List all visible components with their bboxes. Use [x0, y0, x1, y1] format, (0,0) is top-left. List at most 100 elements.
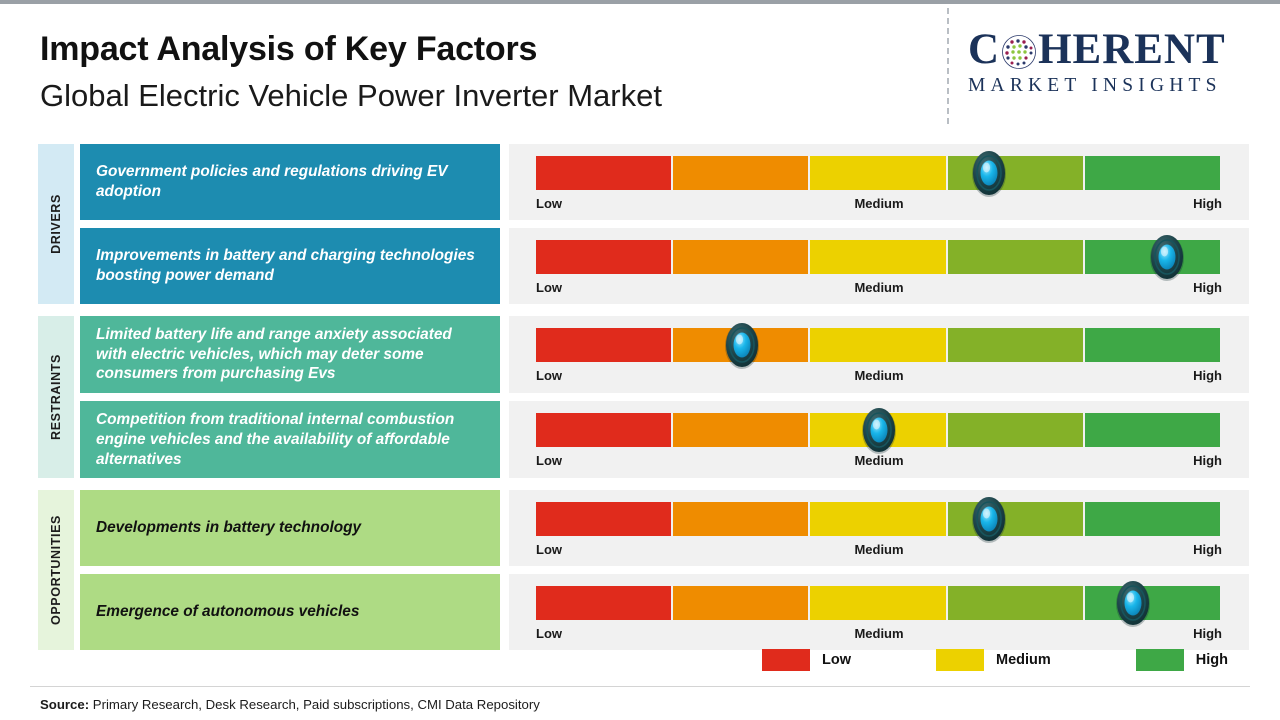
legend-swatch — [936, 649, 984, 671]
factor-label: Developments in battery technology — [96, 519, 362, 537]
footer-divider — [30, 686, 1250, 687]
source-label: Source: — [40, 697, 90, 712]
factor-row: Government policies and regulations driv… — [80, 144, 1249, 220]
logo-wordmark-rest: HERENT — [1038, 26, 1226, 73]
factor-row: Limited battery life and range anxiety a… — [80, 316, 1249, 394]
gauge-scale-labels: Low Medium High — [536, 620, 1222, 650]
gauge-segment — [810, 328, 946, 362]
gauge-segment — [810, 156, 946, 190]
gauge-tick-high: High — [1193, 280, 1222, 295]
factor-box: Improvements in battery and charging tec… — [80, 228, 500, 304]
gauge-segment — [673, 156, 809, 190]
globe-dot-grid-icon — [1001, 34, 1037, 70]
factor-label: Government policies and regulations driv… — [96, 163, 448, 200]
gauge-segment — [947, 328, 1083, 362]
gauge-tick-medium: Medium — [854, 280, 904, 295]
legend-swatch — [1135, 649, 1184, 671]
brand-logo: C — [968, 28, 1260, 97]
gauge-segment — [536, 502, 672, 537]
source-note: Source: Primary Research, Desk Research,… — [40, 697, 540, 712]
gauge-tick-medium: Medium — [854, 626, 904, 642]
gauge-segment — [1084, 240, 1221, 274]
legend-item: High — [1135, 649, 1228, 671]
gauge-tick-medium: Medium — [854, 453, 904, 469]
factor-label: Emergence of autonomous vehicles — [96, 603, 360, 621]
factor-label: Improvements in battery and charging tec… — [96, 247, 475, 284]
gauge-tick-low: Low — [536, 280, 562, 295]
gauge-tick-medium: Medium — [854, 196, 904, 211]
impact-matrix: Government policies and regulations driv… — [38, 144, 1249, 651]
legend-item: Medium — [936, 649, 1051, 671]
logo-tagline: MARKET INSIGHTS — [968, 75, 1222, 96]
gauge-bar — [536, 497, 1222, 544]
gauge-scale-labels: Low Medium High — [536, 274, 1222, 304]
gauge-segment — [536, 328, 672, 362]
legend: Low Medium High — [762, 649, 1228, 671]
legend-swatch — [762, 649, 810, 671]
impact-gauge: Low Medium High — [509, 490, 1249, 567]
gauge-tick-high: High — [1193, 196, 1222, 211]
factor-row-list: Limited battery life and range anxiety a… — [80, 316, 1249, 479]
gauge-bar — [536, 581, 1222, 628]
gauge-segment — [1084, 328, 1221, 362]
gauge-bar — [536, 151, 1222, 197]
gauge-tick-low: Low — [536, 196, 562, 211]
legend-label: Low — [822, 652, 851, 668]
gauge-tick-low: Low — [536, 453, 562, 469]
gauge-segment — [1084, 502, 1221, 537]
gauge-tick-low: Low — [536, 368, 562, 383]
factor-row: Emergence of autonomous vehicles Low Mediu… — [80, 574, 1249, 651]
legend-label: High — [1195, 652, 1228, 668]
factor-box: Limited battery life and range anxiety a… — [80, 316, 500, 394]
gauge-tick-high: High — [1193, 626, 1222, 642]
factor-group: Government policies and regulations driv… — [38, 144, 1249, 304]
gauge-segment — [536, 156, 672, 190]
gauge-segment — [810, 240, 946, 274]
factor-box: Developments in battery technology — [80, 490, 500, 567]
gauge-segment — [810, 586, 946, 621]
gauge-tick-low: Low — [536, 542, 562, 558]
factor-row: Competition from traditional internal co… — [80, 401, 1249, 479]
factor-group: Limited battery life and range anxiety a… — [38, 316, 1249, 479]
factor-row: Improvements in battery and charging tec… — [80, 228, 1249, 304]
gauge-bar — [536, 408, 1222, 455]
gauge-tick-medium: Medium — [854, 368, 904, 383]
legend-label: Medium — [996, 652, 1051, 668]
gauge-segment — [536, 240, 672, 274]
impact-gauge: Low Medium High — [509, 144, 1249, 220]
gauge-segment — [810, 502, 946, 537]
gauge-tick-low: Low — [536, 626, 562, 642]
source-text: Primary Research, Desk Research, Paid su… — [89, 697, 540, 712]
page-title: Impact Analysis of Key Factors — [40, 30, 538, 68]
factor-row: Developments in battery technology Low Med… — [80, 490, 1249, 567]
factor-box: Emergence of autonomous vehicles — [80, 574, 500, 651]
gauge-bar — [536, 235, 1222, 281]
page-subtitle: Global Electric Vehicle Power Inverter M… — [40, 78, 662, 114]
header: Impact Analysis of Key Factors Global El… — [40, 30, 920, 114]
factor-label: Competition from traditional internal co… — [96, 411, 455, 468]
gauge-segment — [947, 586, 1083, 621]
gauge-tick-high: High — [1193, 453, 1222, 469]
logo-wordmark: C — [968, 28, 1260, 71]
gauge-scale-labels: Low Medium High — [536, 536, 1222, 566]
gauge-tick-medium: Medium — [854, 542, 904, 558]
gauge-bar — [536, 323, 1222, 369]
gauge-segment — [947, 240, 1083, 274]
gauge-segment — [947, 413, 1083, 448]
gauge-segment — [673, 586, 809, 621]
factor-row-list: Government policies and regulations driv… — [80, 144, 1249, 304]
gauge-tick-high: High — [1193, 368, 1222, 383]
factor-box: Government policies and regulations driv… — [80, 144, 500, 220]
gauge-segment — [810, 413, 946, 448]
gauge-segment — [673, 413, 809, 448]
gauge-scale-labels: Low Medium High — [536, 447, 1222, 477]
category-tab-label: OPPORTUNITIES — [49, 515, 63, 626]
gauge-scale-labels: Low Medium High — [536, 362, 1222, 392]
header-dashed-divider — [947, 8, 949, 124]
factor-group: Developments in battery technology Low Med… — [38, 490, 1249, 651]
impact-gauge: Low Medium High — [509, 574, 1249, 651]
category-tab-label: RESTRAINTS — [49, 354, 63, 440]
gauge-scale-labels: Low Medium High — [536, 190, 1222, 220]
gauge-segment — [673, 328, 809, 362]
